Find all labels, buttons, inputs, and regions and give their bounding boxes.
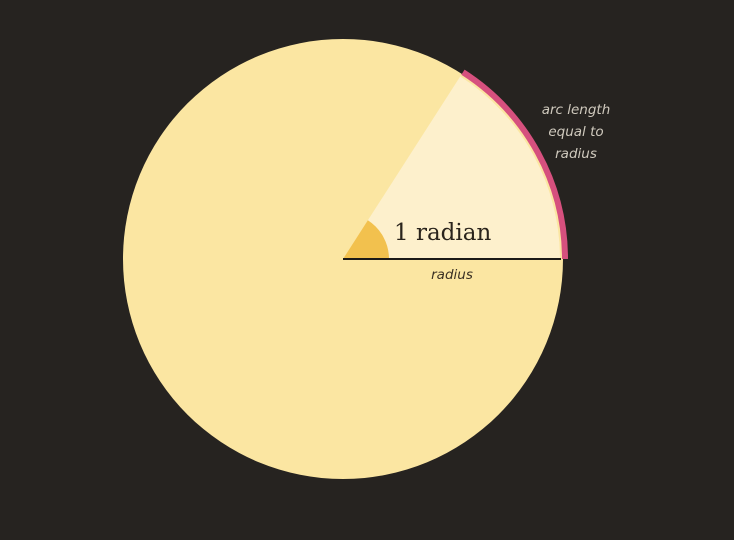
arc-label-line-2: equal to xyxy=(548,124,603,140)
radius-label: radius xyxy=(431,267,473,283)
angle-label: 1 radian xyxy=(394,220,491,246)
angle-marker xyxy=(343,220,389,259)
arc-length-highlight xyxy=(461,69,568,260)
one-radian-sector xyxy=(343,76,560,260)
arc-label-line-3: radius xyxy=(555,146,597,162)
arc-label-line-1: arc length xyxy=(542,102,611,118)
